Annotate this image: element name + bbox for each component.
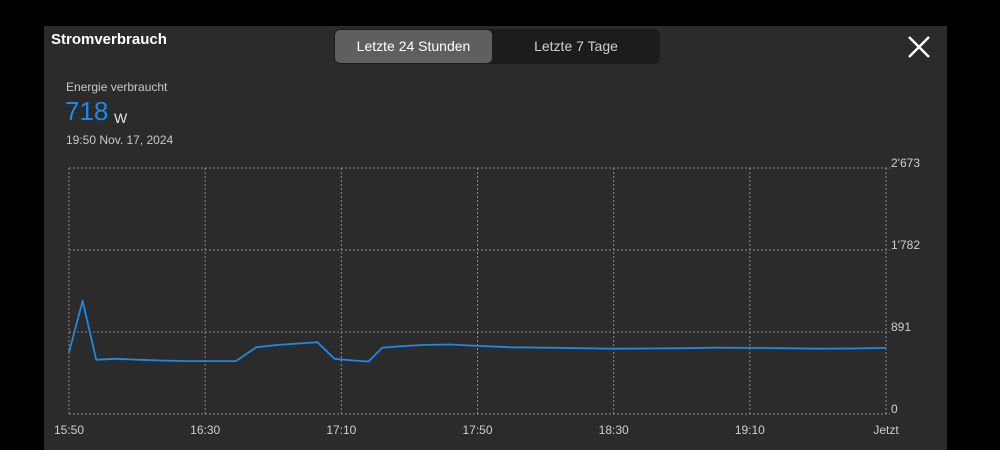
x-tick-label: Jetzt <box>873 423 899 437</box>
x-tick-label: 17:10 <box>326 423 356 437</box>
metric-value: 718 <box>65 96 109 126</box>
y-tick-label: 1'782 <box>891 238 920 252</box>
power-line-chart: 0 891 1'782 2'673 15:50 16:30 17:10 17:50 18:30 1… <box>54 156 920 437</box>
panel-title: Stromverbrauch <box>51 31 167 48</box>
y-tick-label: 2'673 <box>891 156 920 170</box>
x-tick-label: 15:50 <box>54 423 84 437</box>
y-tick-label: 0 <box>891 402 898 416</box>
x-tick-label: 17:50 <box>462 423 492 437</box>
x-tick-label: 18:30 <box>599 423 629 437</box>
metric-unit: W <box>114 110 128 126</box>
series-line <box>68 299 887 363</box>
y-tick-label: 891 <box>891 320 911 334</box>
power-consumption-panel: Stromverbrauch Letzte 24 Stunden Letzte … <box>44 26 947 450</box>
tab-last-7-days[interactable]: Letzte 7 Tage <box>534 38 618 54</box>
close-icon[interactable] <box>906 34 932 60</box>
tab-last-24-hours[interactable]: Letzte 24 Stunden <box>335 30 492 63</box>
time-range-selector: Letzte 24 Stunden Letzte 7 Tage <box>334 29 660 64</box>
x-tick-label: 16:30 <box>190 423 220 437</box>
metric-timestamp: 19:50 Nov. 17, 2024 <box>66 133 174 147</box>
metric-label: Energie verbraucht <box>66 80 168 94</box>
x-tick-label: 19:10 <box>735 423 765 437</box>
